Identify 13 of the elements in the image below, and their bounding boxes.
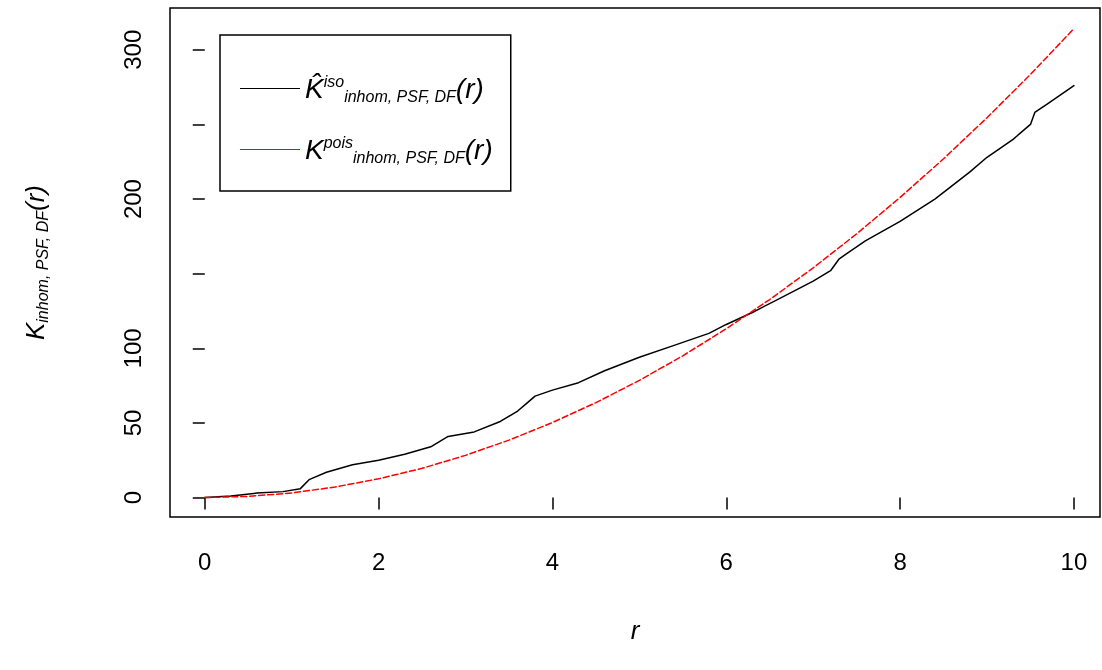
x-tick-label: 6 [719,547,733,575]
y-tick-label: 100 [118,328,146,369]
x-tick-label: 8 [893,547,907,575]
y-tick-label: 300 [118,29,146,70]
x-tick-label: 0 [198,547,212,575]
y-tick-label: 50 [118,409,146,437]
x-axis-title: r [630,615,641,645]
x-tick-label: 4 [545,547,560,575]
y-axis-title: Kinhom, PSF, DF(r) [20,184,51,341]
y-tick-label: 0 [118,490,146,505]
x-tick-label: 10 [1060,547,1088,575]
x-tick-label: 2 [371,547,386,575]
y-tick-label: 200 [118,179,146,220]
